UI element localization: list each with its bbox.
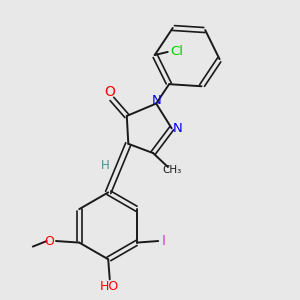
Text: N: N (172, 122, 182, 135)
Text: CH₃: CH₃ (162, 165, 181, 175)
Text: O: O (104, 85, 115, 99)
Text: Cl: Cl (170, 45, 183, 58)
Text: O: O (44, 235, 54, 248)
Text: I: I (162, 234, 166, 248)
Text: N: N (151, 94, 161, 107)
Text: H: H (101, 158, 110, 172)
Text: HO: HO (100, 280, 119, 293)
